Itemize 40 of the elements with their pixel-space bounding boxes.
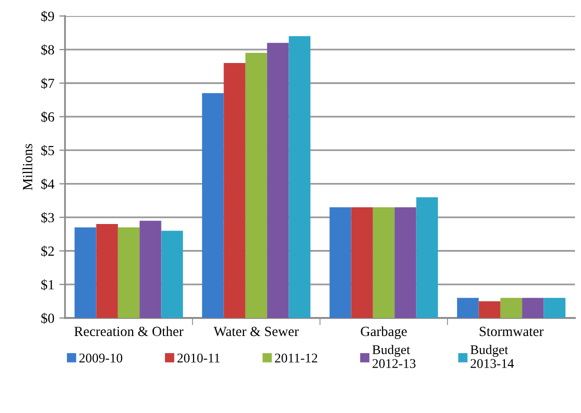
bar (500, 298, 522, 318)
bar (74, 227, 96, 318)
bar (224, 62, 246, 318)
bar (161, 230, 183, 318)
bar (351, 207, 373, 318)
bar (372, 207, 395, 318)
legend-label: 2010-11 (177, 354, 220, 362)
bar (202, 93, 224, 318)
bar (544, 298, 566, 318)
legend-label: 2011-12 (275, 354, 318, 362)
x-tick-label: Water & Sewer (214, 326, 299, 336)
bar (457, 298, 479, 318)
y-tick-label: $7 (41, 78, 54, 89)
bar (140, 220, 162, 318)
legend-label: 2009-10 (79, 354, 122, 362)
bar (478, 301, 500, 318)
legend-label: Budget 2012-13 (372, 344, 416, 368)
bar (267, 42, 289, 318)
bar (245, 52, 268, 318)
y-tick-label: $3 (41, 212, 54, 224)
y-tick-label: $2 (41, 246, 54, 257)
y-tick-label: $4 (41, 178, 54, 190)
x-tick-label: Garbage (360, 326, 407, 339)
bar (522, 298, 544, 318)
bar (96, 224, 118, 318)
y-tick-label: $8 (41, 44, 54, 56)
y-tick-label: $1 (41, 279, 54, 290)
y-tick-label: $9 (41, 10, 54, 22)
bar (394, 207, 416, 318)
bar (416, 197, 438, 318)
bar (118, 227, 140, 318)
y-tick-label: $0 (41, 312, 54, 324)
y-tick-label: $6 (41, 111, 54, 123)
bar (330, 207, 352, 318)
bar (288, 36, 310, 318)
y-axis-title: Millions (22, 144, 32, 190)
x-tick-label: Recreation & Other (74, 326, 184, 336)
x-tick-label: Stormwater (480, 326, 544, 336)
y-tick-label: $5 (41, 144, 54, 156)
legend-label: Budget 2013-14 (470, 344, 514, 368)
